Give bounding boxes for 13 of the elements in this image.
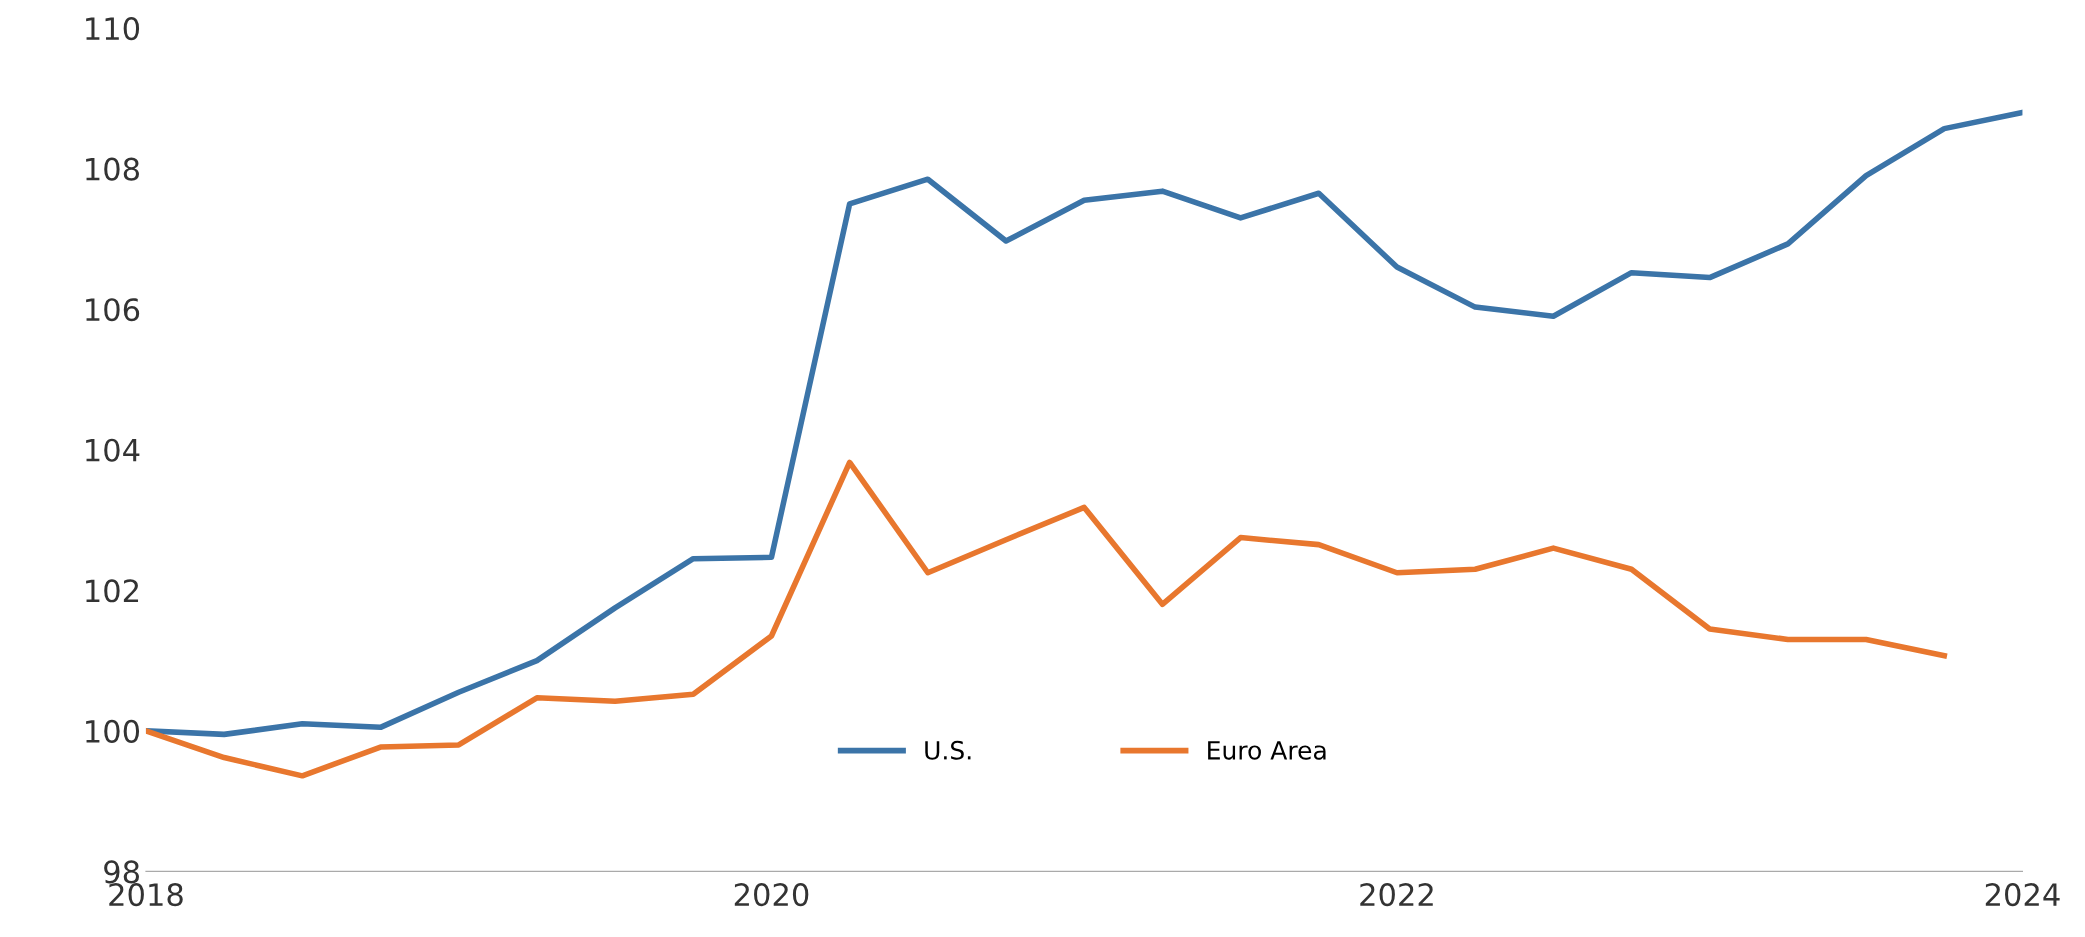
x-tick-label: 2018 xyxy=(109,883,183,907)
legend-label: U.S. xyxy=(925,740,971,760)
x-tick-label: 2022 xyxy=(1360,883,1433,907)
x-tick-label: 2024 xyxy=(1985,883,2060,907)
y-tick-label: 98 xyxy=(104,860,139,884)
y-tick-label: 106 xyxy=(86,298,140,322)
y-tick-label: 100 xyxy=(86,719,140,743)
x-tick-label: 2020 xyxy=(734,883,809,907)
y-tick-label: 110 xyxy=(86,17,140,41)
y-tick-label: 104 xyxy=(86,438,140,462)
y-tick-label: 108 xyxy=(86,157,139,181)
legend-label: Euro Area xyxy=(1208,741,1326,760)
y-tick-label: 102 xyxy=(86,579,139,603)
